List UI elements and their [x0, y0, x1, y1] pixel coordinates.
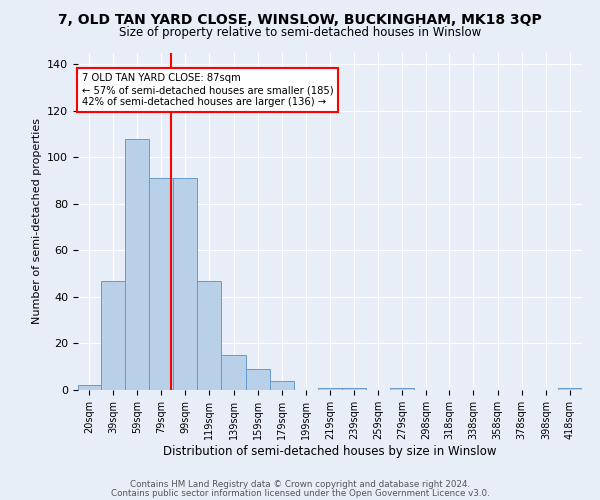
Text: Contains public sector information licensed under the Open Government Licence v3: Contains public sector information licen…	[110, 489, 490, 498]
X-axis label: Distribution of semi-detached houses by size in Winslow: Distribution of semi-detached houses by …	[163, 444, 497, 458]
Bar	[78, 386, 101, 390]
Bar	[390, 388, 415, 390]
Bar	[221, 355, 245, 390]
Text: Contains HM Land Registry data © Crown copyright and database right 2024.: Contains HM Land Registry data © Crown c…	[130, 480, 470, 489]
Bar	[270, 380, 294, 390]
Bar	[558, 388, 582, 390]
Bar	[173, 178, 197, 390]
Text: 7 OLD TAN YARD CLOSE: 87sqm
← 57% of semi-detached houses are smaller (185)
42% : 7 OLD TAN YARD CLOSE: 87sqm ← 57% of sem…	[82, 74, 333, 106]
Text: 7, OLD TAN YARD CLOSE, WINSLOW, BUCKINGHAM, MK18 3QP: 7, OLD TAN YARD CLOSE, WINSLOW, BUCKINGH…	[58, 12, 542, 26]
Bar	[318, 388, 342, 390]
Bar	[149, 178, 173, 390]
Text: Size of property relative to semi-detached houses in Winslow: Size of property relative to semi-detach…	[119, 26, 481, 39]
Bar	[342, 388, 366, 390]
Y-axis label: Number of semi-detached properties: Number of semi-detached properties	[32, 118, 41, 324]
Bar	[125, 138, 149, 390]
Bar	[101, 280, 125, 390]
Bar	[245, 369, 270, 390]
Bar	[197, 280, 221, 390]
